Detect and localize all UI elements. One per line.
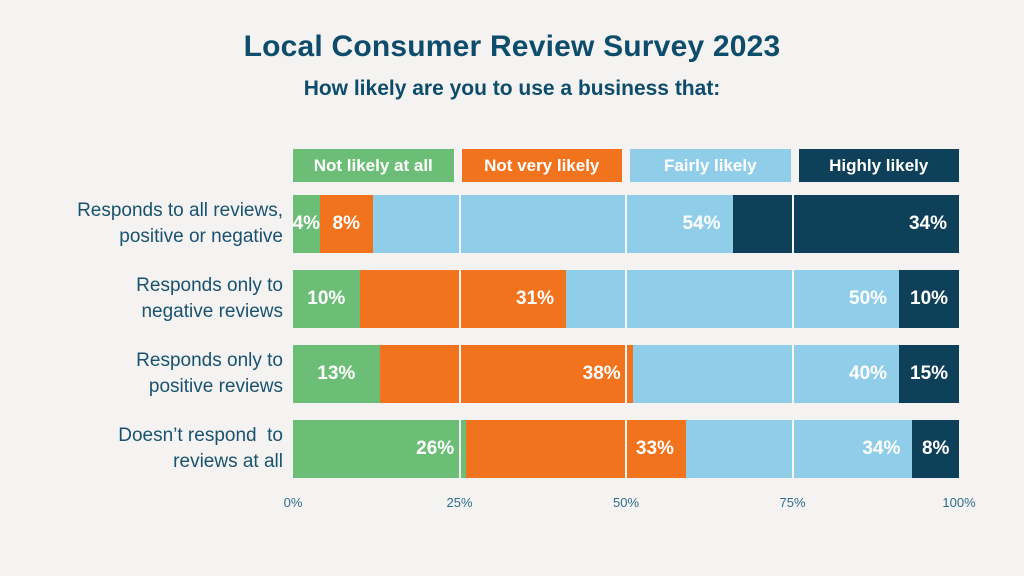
axis-tick-50: 50% <box>612 495 640 510</box>
row-label-cell: Responds only to positive reviews <box>30 345 283 403</box>
stacked-bar: 26% 33% 34% 8% <box>293 420 959 478</box>
row-label: Responds to all reviews, positive or neg… <box>77 200 283 247</box>
bar-value-label: 34% <box>862 438 901 459</box>
row-label: Doesn’t respond to reviews at all <box>118 425 283 472</box>
gridline-50 <box>625 270 627 328</box>
bar-segment-highly-likely: 34% <box>732 195 959 253</box>
bar-row: Responds only to negative reviews 10% 31% 5… <box>30 270 959 328</box>
bar-segment-not-likely-at-all: 26% <box>293 420 467 478</box>
axis-tick-0: 0% <box>283 495 303 510</box>
gridline-25 <box>458 420 461 478</box>
gridline-25 <box>458 195 461 253</box>
bar-value-label: 4% <box>292 213 321 234</box>
gridline-75 <box>791 195 794 253</box>
bar-segment-highly-likely: 8% <box>912 420 959 478</box>
row-label: Responds only to negative reviews <box>136 275 283 322</box>
legend-item-fairly-likely: Fairly likely <box>630 149 791 182</box>
legend-label: Highly likely <box>829 155 929 175</box>
bar-segment-not-very-likely: 38% <box>379 345 633 403</box>
bar-value-label: 50% <box>849 288 888 309</box>
bar-row: Doesn’t respond to reviews at all 26% 33% 3… <box>30 420 959 478</box>
stacked-bar: 4% 8% 54% 34% <box>293 195 959 253</box>
row-label-cell: Responds to all reviews, positive or neg… <box>30 195 283 253</box>
bar-value-label: 13% <box>317 363 356 384</box>
bar-value-label: 38% <box>582 363 621 384</box>
row-label: Responds only to positive reviews <box>136 350 283 397</box>
row-label-cell: Doesn’t respond to reviews at all <box>30 420 283 478</box>
axis-row: 0% 25% 50% 75% 100% <box>30 495 976 513</box>
chart-subtitle: How likely are you to use a business tha… <box>303 77 721 100</box>
bar-value-label: 54% <box>682 213 721 234</box>
bar-row: Responds only to positive reviews 13% 38% 4… <box>30 345 959 403</box>
gridline-25 <box>458 345 461 403</box>
gridline-75 <box>791 420 794 478</box>
bar-value-label: 8% <box>332 213 360 234</box>
legend-label: Not likely at all <box>313 155 433 175</box>
bar-segment-not-likely-at-all: 10% <box>293 270 360 328</box>
bar-value-label: 34% <box>908 213 947 234</box>
bar-segment-fairly-likely: 54% <box>372 195 733 253</box>
bar-segment-not-very-likely: 8% <box>319 195 373 253</box>
gridline-25 <box>458 270 461 328</box>
axis-spacer <box>30 495 283 513</box>
chart-title: Local Consumer Review Survey 2023 <box>243 30 781 63</box>
gridline-50 <box>625 420 627 478</box>
bar-segment-fairly-likely: 50% <box>566 270 900 328</box>
axis-tick-100: 100% <box>942 495 976 510</box>
legend-item-highly-likely: Highly likely <box>798 149 959 182</box>
bar-segment-fairly-likely: 34% <box>685 420 913 478</box>
bar-segment-not-likely-at-all: 4% <box>293 195 320 253</box>
x-axis: 0% 25% 50% 75% 100% <box>284 495 976 513</box>
stacked-bar-chart: Not likely at all Not very likely Fairly l… <box>0 149 1024 513</box>
bar-value-label: 10% <box>910 288 949 309</box>
chart-legend: Not likely at all Not very likely Fairly l… <box>293 149 959 182</box>
gridline-75 <box>791 345 794 403</box>
bar-value-label: 33% <box>635 438 674 459</box>
legend-item-not-very-likely: Not very likely <box>461 149 622 182</box>
stacked-bar: 10% 31% 50% 10% <box>293 270 959 328</box>
bar-value-label: 31% <box>516 288 555 309</box>
bar-value-label: 40% <box>849 363 888 384</box>
axis-tick-75: 75% <box>779 495 806 510</box>
bar-segment-not-very-likely: 31% <box>359 270 567 328</box>
legend-spacer <box>30 149 283 182</box>
bar-segment-not-likely-at-all: 13% <box>293 345 380 403</box>
axis-tick-25: 25% <box>446 495 473 510</box>
legend-row: Not likely at all Not very likely Fairly l… <box>30 149 959 182</box>
chart-rows: Responds to all reviews, positive or neg… <box>30 195 959 478</box>
bar-value-label: 10% <box>307 288 346 309</box>
gridline-75 <box>791 270 794 328</box>
row-label-cell: Responds only to negative reviews <box>30 270 283 328</box>
gridline-50 <box>625 345 627 403</box>
bar-segment-highly-likely: 10% <box>899 270 959 328</box>
bar-row: Responds to all reviews, positive or neg… <box>30 195 959 253</box>
bar-value-label: 15% <box>910 363 949 384</box>
bar-value-label: 8% <box>921 438 950 459</box>
legend-label: Not very likely <box>484 155 600 175</box>
gridline-50 <box>625 195 627 253</box>
stacked-bar: 13% 38% 40% 15% <box>293 345 959 403</box>
bar-segment-fairly-likely: 40% <box>632 345 900 403</box>
bar-segment-highly-likely: 15% <box>899 345 959 403</box>
bar-value-label: 26% <box>416 438 455 459</box>
legend-item-not-likely-at-all: Not likely at all <box>293 149 454 182</box>
legend-label: Fairly likely <box>663 155 757 175</box>
bar-segment-not-very-likely: 33% <box>466 420 686 478</box>
